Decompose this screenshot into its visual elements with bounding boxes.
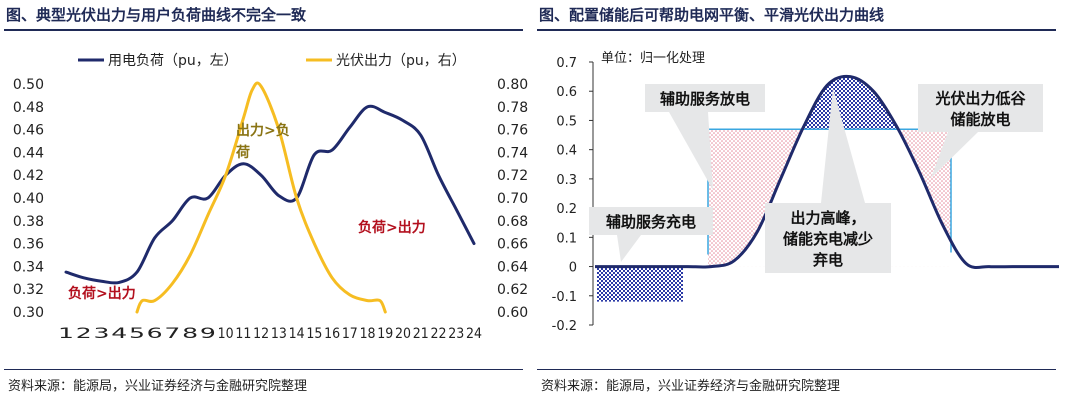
callout-box — [918, 84, 1043, 132]
x-tick-label: 1 — [58, 326, 74, 342]
y-left-tick-label: 0.34 — [13, 259, 44, 275]
y-right-tick-label: 0.74 — [497, 145, 528, 161]
x-tick-label: 8 — [182, 326, 198, 342]
y-left-tick-label: 0.36 — [13, 237, 44, 253]
y-tick-label: 0.6 — [556, 85, 577, 100]
annotation-label: 负荷>出力 — [358, 219, 426, 236]
y-tick-label: 0.2 — [556, 202, 577, 217]
unit-label: 单位：归一化处理 — [601, 51, 705, 66]
y-tick-label: 0.3 — [556, 173, 577, 188]
y-right-tick-label: 0.64 — [497, 259, 528, 275]
y-left-tick-label: 0.42 — [13, 168, 44, 184]
x-tick-label: 17 — [342, 326, 358, 342]
callout-text: 辅助服务充电 — [606, 213, 696, 231]
callout-pointer — [617, 235, 641, 262]
x-tick-label: 11 — [235, 326, 251, 342]
output-curve-line — [594, 74, 1059, 269]
x-tick-label: 2 — [76, 326, 92, 342]
y-left-tick-label: 0.32 — [13, 282, 44, 298]
right-title: 图、配置储能后可帮助电网平衡、平滑光伏出力曲线 — [539, 6, 885, 24]
callout-pointer — [821, 88, 865, 203]
x-tick-label: 19 — [377, 326, 393, 342]
legend-pv-label: 光伏出力（pu，右） — [336, 53, 466, 69]
y-right-tick-label: 0.60 — [497, 305, 528, 321]
y-left-tick-label: 0.50 — [13, 77, 44, 93]
left-source-rule — [4, 369, 523, 370]
x-tick-label: 10 — [218, 326, 234, 342]
right-source-rule — [537, 369, 1056, 370]
x-tick-label: 18 — [360, 326, 376, 342]
y-tick-label: 0 — [569, 261, 577, 276]
left-panel: 图、典型光伏出力与用户负荷曲线不完全一致 0.30 0.32 0.34 0.36 0.3… — [4, 6, 528, 394]
storage-chart: -0.2-0.100.10.20.30.40.50.60.7 单位：归一化处理辅助… — [552, 51, 1059, 334]
y-tick-label: 0.7 — [556, 56, 577, 71]
x-tick-label: 23 — [448, 326, 464, 342]
pv-series-line — [135, 81, 387, 314]
x-tick-label: 22 — [431, 326, 447, 342]
callout-box — [765, 203, 891, 273]
x-tick-label: 20 — [395, 326, 411, 342]
y-right-tick-label: 0.72 — [497, 168, 528, 184]
left-title: 图、典型光伏出力与用户负荷曲线不完全一致 — [6, 6, 307, 24]
callout-text: 储能充电减少 — [783, 230, 873, 248]
x-tick-label: 16 — [324, 326, 340, 342]
x-tick-label: 12 — [253, 326, 269, 342]
left-title-rule — [4, 29, 523, 31]
charge-area-peak — [802, 76, 899, 130]
callout-text: 光伏出力低谷 — [934, 90, 1026, 108]
x-tick-label: 7 — [164, 326, 180, 342]
y-tick-label: 0.4 — [556, 144, 577, 159]
x-tick-label: 14 — [289, 326, 305, 342]
y-right-tick-label: 0.80 — [497, 77, 528, 93]
y-left-tick-label: 0.46 — [13, 123, 44, 139]
load-series-line — [64, 104, 476, 285]
right-source: 资料来源：能源局，兴业证券经济与金融研究院整理 — [541, 379, 841, 394]
y-left-tick-label: 0.30 — [13, 305, 44, 321]
x-tick-label: 15 — [306, 326, 322, 342]
y-right-tick-label: 0.70 — [497, 191, 528, 207]
y-left-tick-label: 0.38 — [13, 214, 44, 230]
y-right-tick-label: 0.62 — [497, 282, 528, 298]
right-panel: 图、配置储能后可帮助电网平衡、平滑光伏出力曲线 -0.2 -0.1 0 0.1 0.2 0… — [533, 0, 1066, 406]
charge-area-negative — [597, 266, 683, 302]
y-right-tick-label: 0.78 — [497, 100, 528, 116]
right-title-rule — [537, 29, 1056, 31]
x-tick-label: 21 — [413, 326, 429, 342]
load-pv-chart: 0.30 0.32 0.34 0.36 0.38 0.40 0.42 0.44 0.46 0.48… — [13, 53, 528, 342]
y-tick-label: 0.1 — [556, 231, 577, 246]
x-tick-label: 5 — [129, 326, 145, 342]
left-source: 资料来源：能源局，兴业证券经济与金融研究院整理 — [8, 379, 308, 394]
x-tick-label: 4 — [111, 326, 127, 342]
legend-load-label: 用电负荷（pu，左） — [108, 53, 238, 69]
y-tick-label: 0.5 — [556, 114, 577, 129]
callout-pointer — [669, 112, 713, 190]
y-left-tick-label: 0.48 — [13, 100, 44, 116]
callout-box — [589, 207, 713, 235]
callout-pointer — [931, 132, 978, 178]
y-tick-label: -0.2 — [552, 319, 577, 334]
y-tick-label: -0.1 — [552, 290, 577, 305]
annotation-label: 荷 — [235, 144, 250, 161]
x-tick-label: 13 — [271, 326, 287, 342]
x-tick-label: 3 — [93, 326, 109, 342]
x-tick-label: 9 — [200, 326, 216, 342]
callout-text: 储能放电 — [950, 111, 1010, 129]
x-tick-label: 6 — [147, 326, 163, 342]
y-left-tick-label: 0.40 — [13, 191, 44, 207]
y-right-tick-label: 0.76 — [497, 123, 528, 139]
y-left-tick-label: 0.44 — [13, 145, 44, 161]
callout-box — [645, 84, 765, 112]
callout-text: 辅助服务放电 — [660, 90, 750, 108]
y-right-tick-label: 0.68 — [497, 214, 528, 230]
x-tick-label: 24 — [466, 326, 482, 342]
y-right-tick-label: 0.66 — [497, 237, 528, 253]
annotation-label: 负荷>出力 — [68, 285, 136, 302]
annotation-label: 出力>负 — [236, 122, 290, 139]
callout-text: 弃电 — [813, 251, 843, 269]
callout-text: 出力高峰， — [790, 209, 865, 227]
